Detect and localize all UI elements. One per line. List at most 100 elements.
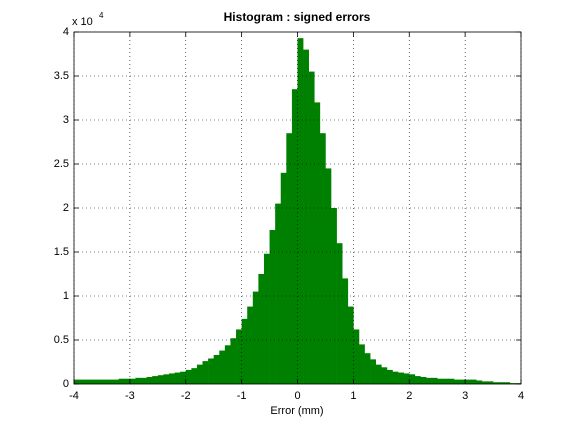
bar	[135, 377, 142, 384]
x-tick-label: 4	[518, 390, 524, 402]
bar	[403, 373, 410, 384]
bar	[157, 375, 164, 384]
bar	[465, 379, 472, 384]
x-axis-label: Error (mm)	[270, 405, 323, 417]
bar	[509, 383, 516, 384]
y-tick-label: 1	[63, 290, 69, 302]
y-tick-label: 3.5	[54, 70, 69, 82]
bar	[398, 372, 404, 384]
bar	[370, 359, 377, 384]
y-scale-base: x 10	[72, 16, 93, 28]
x-tick-label: 1	[350, 390, 356, 402]
bar	[426, 377, 432, 384]
y-tick-label: 2.5	[54, 158, 69, 170]
x-tick-label: 3	[462, 390, 468, 402]
bar	[308, 71, 315, 384]
x-tick-label: -3	[125, 390, 135, 402]
bar	[481, 381, 488, 384]
bar	[331, 208, 337, 384]
bar	[319, 133, 326, 384]
bar	[213, 354, 220, 384]
y-tick-label: 2	[63, 202, 69, 214]
bar	[85, 379, 92, 384]
bar	[208, 358, 214, 384]
bar	[185, 369, 192, 384]
bar	[381, 367, 388, 384]
plot-frame	[73, 31, 522, 385]
bar	[252, 291, 259, 384]
bar	[291, 89, 298, 384]
x-tick-label: -1	[237, 390, 247, 402]
bar	[258, 274, 265, 384]
bar	[286, 133, 293, 384]
bar	[163, 374, 170, 384]
bar	[275, 203, 282, 384]
bar	[459, 379, 466, 384]
bar	[90, 379, 97, 384]
bar	[168, 373, 175, 384]
bar	[303, 49, 309, 384]
y-scale-exponent: 4	[99, 11, 104, 20]
bar	[470, 379, 477, 384]
bar	[487, 381, 494, 384]
y-tick-label: 0	[63, 378, 69, 390]
bar	[409, 374, 416, 384]
bar	[113, 379, 119, 384]
bar	[96, 379, 103, 384]
x-tick-label: 0	[294, 390, 300, 402]
bar	[314, 102, 321, 385]
y-tick-label: 3	[63, 114, 69, 126]
bar	[476, 380, 483, 384]
bar	[386, 369, 393, 384]
bar	[263, 253, 270, 384]
bar	[414, 376, 421, 384]
bar	[353, 329, 360, 384]
bar	[498, 382, 505, 384]
bar	[297, 38, 304, 384]
bar	[241, 318, 248, 384]
x-tick-label: 2	[406, 390, 412, 402]
bar	[342, 278, 349, 384]
bar	[174, 372, 181, 384]
bar	[515, 383, 522, 384]
bar	[504, 382, 511, 384]
bar	[191, 368, 198, 384]
bar	[230, 338, 237, 384]
bar	[392, 371, 399, 384]
bar	[358, 344, 365, 384]
bar	[336, 243, 343, 384]
x-tick-label: -4	[69, 390, 79, 402]
bar	[219, 350, 226, 384]
bar	[101, 379, 108, 384]
bar	[437, 378, 444, 384]
bar	[180, 371, 187, 384]
bar	[196, 364, 203, 384]
bar	[448, 378, 455, 384]
bar	[236, 329, 242, 384]
bar	[152, 376, 159, 384]
bar	[224, 345, 231, 384]
bar	[442, 378, 449, 384]
bar	[420, 376, 427, 384]
bar	[347, 306, 354, 384]
bar	[129, 378, 136, 384]
bar	[453, 379, 460, 384]
bar	[118, 378, 125, 384]
bar	[325, 168, 332, 384]
chart-title: Histogram : signed errors	[224, 10, 371, 24]
bar	[124, 378, 131, 384]
x-tick-label: -2	[181, 390, 191, 402]
y-tick-label: 1.5	[54, 246, 69, 258]
bar	[269, 230, 276, 384]
y-tick-label: 4	[63, 26, 69, 38]
bar	[364, 353, 371, 384]
bar	[107, 379, 114, 384]
bar	[375, 364, 382, 384]
bar	[74, 379, 80, 384]
bar	[141, 377, 147, 384]
bar	[280, 172, 287, 384]
bar	[202, 361, 209, 384]
bar	[79, 379, 86, 384]
